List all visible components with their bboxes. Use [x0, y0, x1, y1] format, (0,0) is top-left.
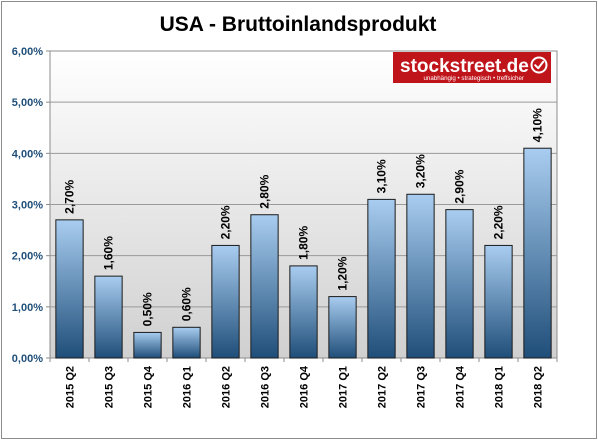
- x-axis-ticks: 2015 Q2 2015 Q3 2015 Q4 2016 Q1 2016 Q2 2016 …: [49, 358, 558, 408]
- data-label: 2,20%: [219, 205, 233, 239]
- bar: [289, 265, 318, 359]
- y-tick-label: 2,00%: [12, 251, 43, 263]
- data-labels: 2,70% 1,60% 0,50% 0,60% 2,20% 2,80% 1,80% 1,20%…: [63, 108, 545, 327]
- bar: [328, 296, 357, 359]
- bar: [406, 193, 435, 359]
- x-tick-label: 2015 Q3: [104, 366, 116, 408]
- y-tick-label: 6,00%: [12, 46, 43, 58]
- bar: [172, 326, 201, 359]
- bar: [445, 209, 474, 359]
- bar: [55, 219, 84, 359]
- y-tick-label: 1,00%: [12, 302, 43, 314]
- bar: [94, 275, 123, 359]
- data-label: 2,20%: [492, 205, 506, 239]
- logo-name: stockstreet.de: [400, 56, 529, 77]
- data-label: 1,20%: [336, 256, 350, 290]
- y-tick-label: 4,00%: [12, 148, 43, 160]
- chart-title: USA - Bruttoinlandsprodukt: [160, 13, 437, 36]
- bar: [133, 331, 162, 359]
- data-label: 2,70%: [63, 179, 77, 213]
- x-tick-label: 2016 Q1: [182, 366, 194, 408]
- x-tick-label: 2017 Q2: [377, 366, 389, 408]
- data-label: 0,50%: [141, 292, 155, 326]
- stockstreet-logo: stockstreet.de unabhängig • strategisch …: [393, 52, 551, 83]
- data-label: 2,80%: [258, 174, 272, 208]
- x-tick-label: 2017 Q3: [416, 366, 428, 408]
- bar: [523, 147, 552, 359]
- data-label: 0,60%: [180, 287, 194, 321]
- x-tick-label: 2017 Q1: [338, 366, 350, 408]
- x-tick-label: 2016 Q2: [221, 366, 233, 408]
- logo-tagline: unabhängig • strategisch • treffsicher: [423, 75, 524, 82]
- y-tick-label: 3,00%: [12, 200, 43, 212]
- y-tick-label: 5,00%: [12, 97, 43, 109]
- bar: [367, 198, 396, 359]
- x-tick-label: 2015 Q4: [143, 365, 155, 408]
- y-axis-ticks: 0,00% 1,00% 2,00% 3,00% 4,00% 5,00% 6,00%: [12, 46, 50, 365]
- x-tick-label: 2016 Q4: [299, 365, 311, 408]
- x-tick-label: 2017 Q4: [455, 365, 467, 408]
- bars: [55, 147, 552, 359]
- data-label: 2,90%: [453, 169, 467, 203]
- bar: [211, 244, 240, 359]
- bar: [484, 244, 513, 359]
- data-label: 4,10%: [531, 108, 545, 142]
- x-tick-label: 2016 Q3: [260, 366, 272, 408]
- bar: [250, 214, 279, 359]
- y-tick-label: 0,00%: [12, 353, 43, 365]
- checkmark-icon: [530, 56, 548, 74]
- x-tick-label: 2015 Q2: [65, 366, 77, 408]
- data-label: 3,10%: [375, 159, 389, 193]
- x-tick-label: 2018 Q1: [494, 366, 506, 408]
- x-tick-label: 2018 Q2: [533, 366, 545, 408]
- data-label: 3,20%: [414, 154, 428, 188]
- data-label: 1,80%: [297, 226, 311, 260]
- data-label: 1,60%: [102, 236, 116, 270]
